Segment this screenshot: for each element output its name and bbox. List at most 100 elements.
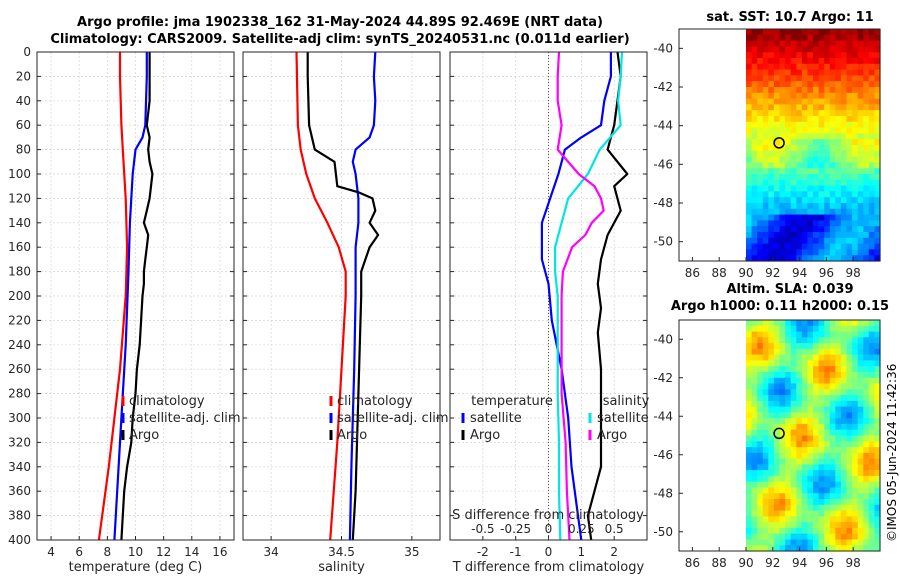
map-cell — [813, 145, 820, 152]
map-cell — [852, 243, 859, 250]
map-cell — [852, 220, 859, 227]
map-cell — [779, 87, 786, 94]
map-cell — [868, 527, 875, 535]
map-cell — [762, 249, 769, 256]
map-cell — [874, 372, 881, 379]
map-cell — [807, 487, 814, 494]
map-cell — [779, 208, 786, 216]
map-cell — [790, 516, 797, 523]
map-cell — [773, 487, 781, 494]
map-cell — [818, 366, 825, 373]
map-cell — [813, 418, 820, 425]
map-cell — [857, 481, 864, 489]
map-cell — [846, 377, 853, 385]
map-cell — [863, 139, 870, 146]
map-cell — [757, 429, 764, 437]
map-cell — [863, 383, 870, 390]
map-cell — [846, 499, 853, 506]
map-x-tick-label: 86 — [685, 556, 700, 570]
map-cell — [751, 412, 758, 419]
map-cell — [818, 400, 825, 408]
map-cell — [762, 40, 769, 47]
map-cell — [746, 400, 753, 408]
map-cell — [840, 226, 848, 233]
map-cell — [868, 539, 875, 546]
map-cell — [796, 320, 803, 327]
map-cell — [768, 481, 775, 489]
map-cell — [840, 331, 848, 338]
map-cell — [751, 197, 758, 204]
map-cell — [762, 139, 769, 146]
map-cell — [818, 58, 825, 65]
map-cell — [874, 499, 881, 506]
map-cell — [868, 34, 875, 42]
map-cell — [874, 139, 881, 146]
map-cell — [746, 481, 753, 489]
map-cell — [762, 389, 769, 396]
map-cell — [746, 232, 753, 239]
map-cell — [824, 87, 831, 94]
map-cell — [813, 185, 820, 192]
map-cell — [840, 116, 848, 123]
map-cell — [840, 191, 848, 198]
map-cell — [818, 168, 825, 175]
map-cell — [751, 325, 758, 333]
map-cell — [762, 499, 769, 506]
map-cell — [874, 400, 881, 408]
map-cell — [807, 214, 814, 221]
map-cell — [807, 400, 814, 408]
map-cell — [874, 423, 881, 431]
map-cell — [762, 220, 769, 227]
series-line-argo — [120, 52, 154, 541]
map-cell — [868, 441, 875, 448]
map-cell — [785, 139, 792, 146]
map-cell — [801, 226, 808, 233]
map-cell — [762, 475, 769, 483]
map-cell — [779, 383, 786, 390]
map-cell — [773, 162, 781, 169]
map-cell — [768, 145, 775, 152]
map-cell — [768, 174, 775, 181]
map-cell — [807, 533, 814, 541]
map-cell — [835, 150, 842, 158]
map-cell — [796, 127, 803, 134]
map-cell — [785, 429, 792, 437]
map-cell — [768, 354, 775, 361]
map-cell — [813, 539, 820, 546]
x-tick-label: 6 — [75, 545, 83, 559]
map-cell — [829, 133, 836, 140]
map-cell — [863, 499, 870, 506]
map-x-tick-label: 88 — [712, 556, 727, 570]
map-cell — [857, 203, 864, 210]
map-cell — [874, 208, 881, 216]
map-cell — [818, 481, 825, 489]
map-cell — [762, 493, 769, 500]
map-y-tick-label: -50 — [653, 235, 673, 249]
map-cell — [796, 343, 803, 350]
map-cell — [807, 174, 814, 181]
map-cell — [762, 395, 769, 402]
map-cell — [807, 452, 814, 460]
map-cell — [829, 179, 836, 187]
map-cell — [762, 516, 769, 523]
map-cell — [796, 208, 803, 216]
map-cell — [852, 208, 859, 216]
map-cell — [874, 412, 881, 419]
map-cell — [779, 133, 786, 140]
map-cell — [813, 197, 820, 204]
map-cell — [874, 98, 881, 105]
map-cell — [779, 354, 786, 361]
map-x-tick-label: 94 — [792, 266, 807, 280]
map-cell — [852, 104, 859, 111]
map-cell — [846, 145, 853, 152]
map-cell — [807, 133, 814, 140]
map-cell — [857, 470, 864, 477]
map-cell — [840, 464, 848, 471]
map-cell — [857, 69, 864, 76]
map-cell — [801, 29, 808, 36]
map-cell — [818, 52, 825, 59]
map-cell — [852, 343, 859, 350]
map-cell — [846, 104, 853, 111]
map-cell — [801, 377, 808, 385]
map-cell — [796, 435, 803, 442]
